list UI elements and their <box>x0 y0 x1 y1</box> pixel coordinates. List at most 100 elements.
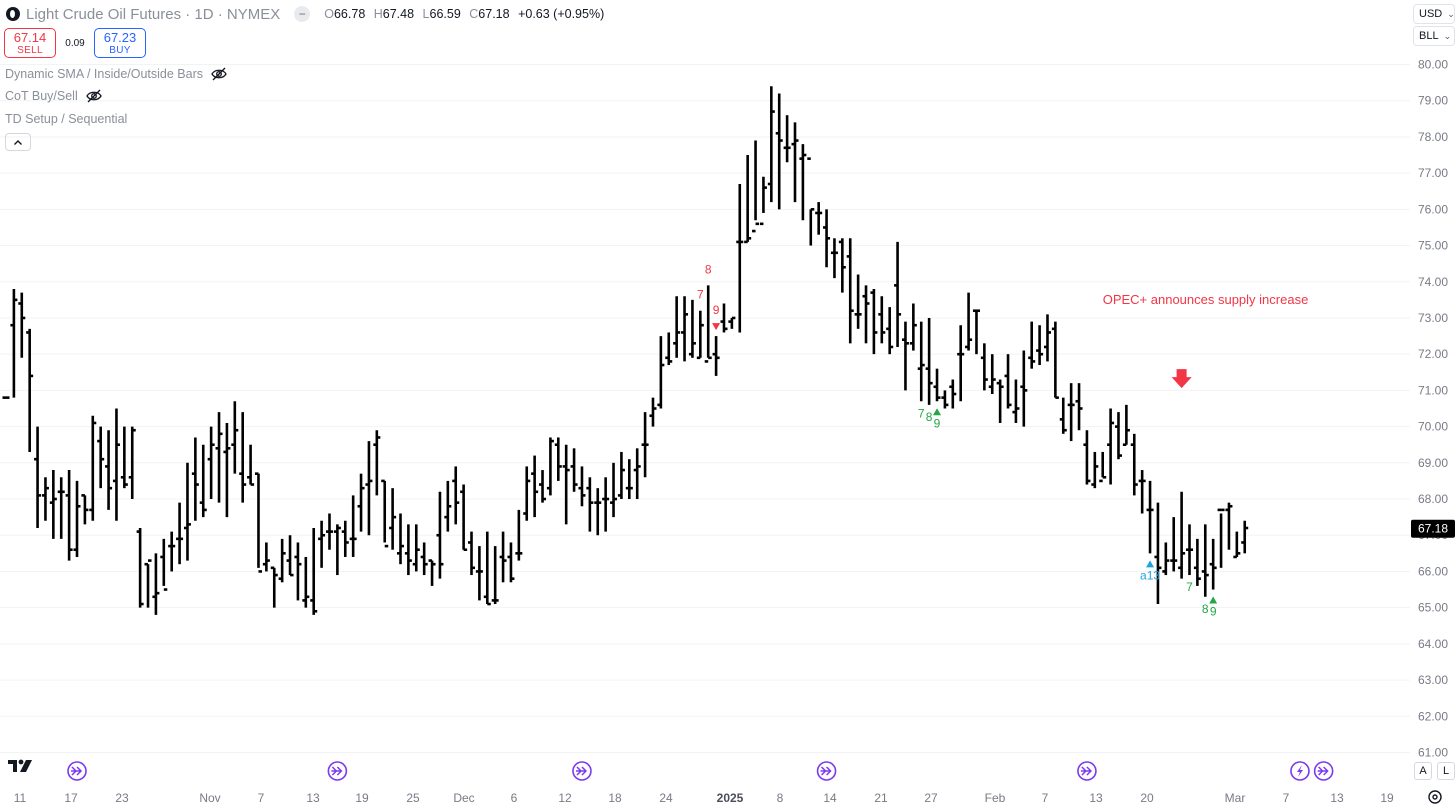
x-tick-label: 19 <box>1380 791 1394 805</box>
ohlc-bar <box>799 144 807 221</box>
td-setup-label: 7 <box>697 288 704 302</box>
low-value: 66.59 <box>429 7 461 21</box>
td-sell-arrow-icon <box>712 323 721 331</box>
symbol-title[interactable]: Light Crude Oil Futures · 1D · NYMEX <box>26 5 281 23</box>
ohlc-bar <box>215 412 223 503</box>
collapse-legend-button[interactable]: − <box>294 6 311 22</box>
td-setup-label: a13 <box>1140 568 1160 582</box>
currency-select[interactable]: USD ⌄ <box>1413 4 1455 24</box>
x-tick-label: 11 <box>14 791 27 805</box>
ohlc-bar <box>397 513 404 565</box>
event-arrows-icon[interactable] <box>816 761 837 781</box>
ohlc-bar <box>775 93 783 210</box>
y-tick-label: 80.00 <box>1418 58 1448 72</box>
settings-gear-icon[interactable] <box>1426 788 1444 806</box>
ohlc-bar <box>349 495 357 557</box>
unit-select[interactable]: BLL ⌄ <box>1413 26 1455 46</box>
y-tick-label: 78.00 <box>1418 130 1448 144</box>
x-tick-label: 24 <box>659 791 673 805</box>
ohlc-bar <box>412 524 420 572</box>
ohlc-bar <box>1099 451 1107 483</box>
ohlc-bar <box>1020 350 1028 427</box>
buy-button[interactable]: 67.23 BUY <box>94 28 146 58</box>
ohlc-bar <box>333 524 341 576</box>
ohlc-bar <box>1170 517 1178 572</box>
event-arrows-icon[interactable] <box>327 761 348 781</box>
ohlc-bar <box>325 513 333 550</box>
indicator-cot[interactable]: CoT Buy/Sell <box>5 89 102 103</box>
auto-scale-button[interactable]: A <box>1414 762 1432 780</box>
y-tick-label: 73.00 <box>1418 311 1448 325</box>
ohlc-bar <box>602 477 610 532</box>
ohlc-bar <box>539 470 547 503</box>
ohlc-bar <box>1051 321 1059 399</box>
event-arrows-icon[interactable] <box>67 761 87 781</box>
change-value: +0.63 (+0.95%) <box>518 7 605 21</box>
td-setup-label: 7 <box>1186 580 1193 594</box>
ohlc-bar <box>862 285 870 344</box>
ohlc-bar <box>65 470 73 561</box>
ohlc-bar <box>909 303 917 351</box>
ohlc-bar <box>183 462 191 561</box>
indicator-td-setup[interactable]: TD Setup / Sequential <box>5 112 128 126</box>
event-lightning-icon[interactable] <box>1290 761 1310 781</box>
event-arrows-icon[interactable] <box>1077 761 1097 781</box>
y-tick-label: 66.00 <box>1418 564 1448 578</box>
x-tick-label: 12 <box>558 791 572 805</box>
ohlc-bar <box>357 473 365 532</box>
ohlc-bar <box>641 412 649 478</box>
x-tick-label: 19 <box>355 791 369 805</box>
ohlc-bar <box>452 466 460 525</box>
td-setup-label: 7 <box>918 406 925 420</box>
sell-button[interactable]: 67.14 SELL <box>4 28 56 58</box>
x-tick-label: Dec <box>453 791 474 805</box>
ohlc-bar <box>720 303 728 333</box>
x-tick-label: 8 <box>777 791 784 805</box>
ohlc-bar <box>160 538 168 591</box>
ohlc-bar <box>1004 354 1012 409</box>
y-tick-label: 74.00 <box>1418 275 1448 289</box>
ohlc-bar <box>996 379 1004 423</box>
ohlc-bar <box>988 354 996 395</box>
td-setup-label: 9 <box>934 416 941 430</box>
ohlc-bar <box>310 527 318 615</box>
ohlc-bar <box>728 316 736 329</box>
x-tick-label: 7 <box>1283 791 1290 805</box>
ohlc-bar <box>1162 542 1170 576</box>
ohlc-bar <box>783 115 791 163</box>
event-arrows-icon[interactable] <box>572 761 592 781</box>
ohlc-bar <box>562 444 570 525</box>
hidden-eye-icon[interactable] <box>85 89 102 103</box>
td-buy-arrow-icon <box>1209 596 1218 604</box>
ohlc-bar <box>901 321 909 391</box>
td-setup-label: 8 <box>1202 602 1209 616</box>
ohlc-bar <box>1201 524 1209 597</box>
ohlc-bar <box>531 455 539 518</box>
ohlc-bar <box>247 444 255 486</box>
collapse-indicators-button[interactable] <box>5 133 31 151</box>
ohlc-bar <box>972 309 980 355</box>
ohlc-bar <box>168 531 176 572</box>
hidden-eye-icon[interactable] <box>211 67 227 81</box>
ohlc-bar <box>957 325 965 402</box>
event-arrows-icon[interactable] <box>1313 761 1334 781</box>
y-tick-label: 69.00 <box>1418 456 1448 470</box>
ohlc-bar <box>1122 404 1130 447</box>
ohlc-bar <box>57 477 65 539</box>
ohlc-bar <box>468 531 476 576</box>
ohlc-bar <box>436 491 444 579</box>
ohlc-bar <box>365 441 373 536</box>
chevron-down-icon: ⌄ <box>1447 8 1455 19</box>
log-scale-button[interactable]: L <box>1437 762 1455 780</box>
ohlc-bar <box>744 155 752 244</box>
ohlc-bar <box>18 292 26 358</box>
ohlc-bar <box>515 509 523 561</box>
close-value: 67.18 <box>478 7 510 21</box>
ohlc-bar <box>231 401 239 474</box>
ohlc-bar <box>704 285 712 363</box>
ohlc-bar <box>318 520 326 568</box>
indicator-dynamic-sma[interactable]: Dynamic SMA / Inside/Outside Bars <box>5 67 227 81</box>
ohlc-bar <box>491 546 499 605</box>
ohlc-bar <box>499 531 507 583</box>
